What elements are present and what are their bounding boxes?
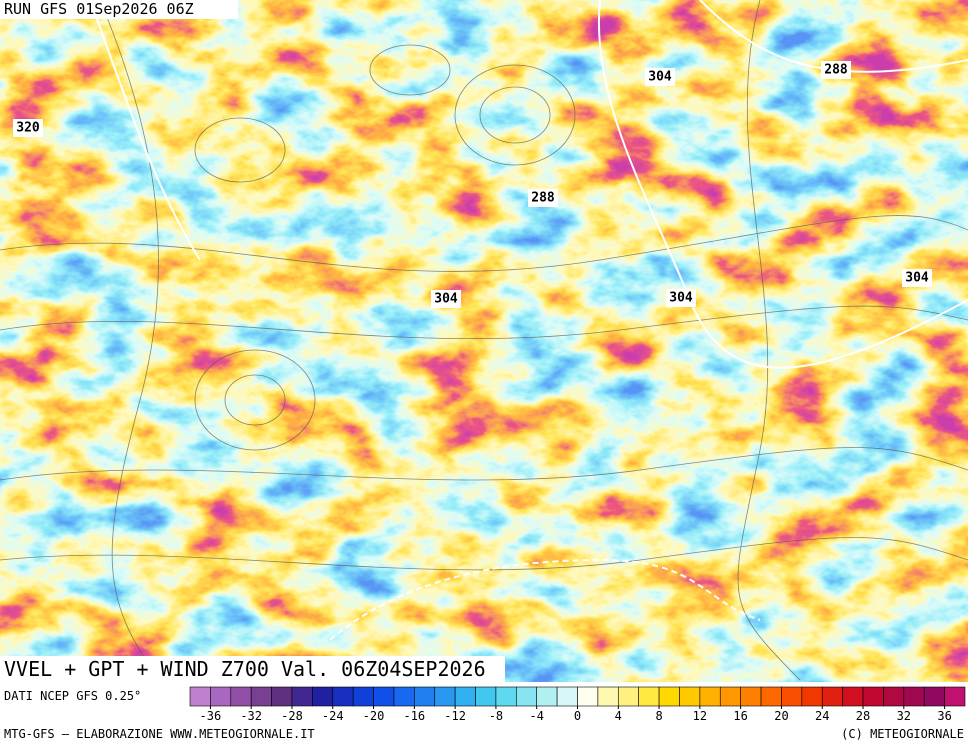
colorbar-swatch [597, 686, 619, 707]
colorbar-swatch [373, 686, 395, 707]
colorbar-swatch [944, 686, 966, 707]
colorbar-tick-label: -12 [444, 709, 466, 723]
contour-label: 304 [648, 70, 672, 85]
colorbar-swatch [577, 686, 599, 707]
credit: MTG-GFS — ELABORAZIONE WWW.METEOGIORNALE… [4, 727, 315, 741]
colorbar-swatch [291, 686, 313, 707]
colorbar-tick-label: 12 [693, 709, 707, 723]
run-label: RUN GFS 01Sep2026 06Z [4, 0, 194, 18]
colorbar-swatch [536, 686, 558, 707]
colorbar-swatch [414, 686, 436, 707]
colorbar-swatch [556, 686, 578, 707]
map-title: VVEL + GPT + WIND Z700 Val. 06Z04SEP2026 [4, 657, 486, 681]
colorbar-tick-label: -4 [529, 709, 543, 723]
colorbar-tick-label: 0 [574, 709, 581, 723]
contour-label: 288 [824, 63, 848, 78]
colorbar: -36 -32 -28 -24 -20 -16 -12 -8 -4 0 4 8 12 16 20 24 28 32… [189, 686, 966, 723]
run-label-bg [0, 0, 238, 19]
colorbar-tick-label: -20 [363, 709, 385, 723]
contour-label-bg [431, 290, 461, 308]
colorbar-tick-label: 24 [815, 709, 829, 723]
colorbar-tick-label: 16 [733, 709, 747, 723]
colorbar-swatch [352, 686, 374, 707]
data-source: DATI NCEP GFS 0.25° [4, 689, 141, 703]
colorbar-swatch [332, 686, 354, 707]
colorbar-tick-label: -16 [403, 709, 425, 723]
colorbar-swatch [883, 686, 905, 707]
colorbar-swatch [679, 686, 701, 707]
title-bg [0, 656, 505, 682]
contour-label: 304 [669, 291, 693, 306]
colorbar-tick-label: -36 [200, 709, 222, 723]
contour-label-bg [645, 68, 675, 86]
colorbar-swatch [454, 686, 476, 707]
colorbar-tick-label: 8 [655, 709, 662, 723]
contour-label: 320 [16, 121, 40, 136]
colorbar-swatch [760, 686, 782, 707]
colorbar-tick-label: 32 [897, 709, 911, 723]
colorbar-swatch [434, 686, 456, 707]
wind-streamlines [0, 0, 968, 681]
colorbar-tick-label: -8 [489, 709, 503, 723]
colorbar-swatch [699, 686, 721, 707]
colorbar-swatch [393, 686, 415, 707]
colorbar-tick-label: 28 [856, 709, 870, 723]
contour-label: 304 [905, 271, 929, 286]
colorbar-tick-label: -28 [281, 709, 303, 723]
colorbar-swatch [821, 686, 843, 707]
colorbar-swatch [516, 686, 538, 707]
colorbar-swatch [638, 686, 660, 707]
colorbar-swatch [842, 686, 864, 707]
colorbar-swatch [312, 686, 334, 707]
contour-labels: 304 288 320 288 304 304 304 [13, 61, 932, 308]
colorbar-swatch [271, 686, 293, 707]
colorbar-swatch [250, 686, 272, 707]
contour-label-bg [13, 119, 43, 137]
colorbar-swatch [210, 686, 232, 707]
copyright: (C) METEOGIORNALE [841, 727, 964, 741]
colorbar-swatch [862, 686, 884, 707]
colorbar-swatch [658, 686, 680, 707]
colorbar-swatch [923, 686, 945, 707]
colorbar-swatch [801, 686, 823, 707]
contour-label: 304 [434, 292, 458, 307]
contour-label-bg [821, 61, 851, 79]
colorbar-swatch [189, 686, 211, 707]
colorbar-swatch [781, 686, 803, 707]
contour-label: 288 [531, 191, 555, 206]
colorbar-tick-label: -32 [240, 709, 262, 723]
contour-label-bg [666, 289, 696, 307]
colorbar-swatch [230, 686, 252, 707]
colorbar-swatch [740, 686, 762, 707]
colorbar-tick-label: 36 [937, 709, 951, 723]
colorbar-swatch [903, 686, 925, 707]
vertical-velocity-field [0, 0, 968, 682]
colorbar-swatch [495, 686, 517, 707]
colorbar-swatch [617, 686, 639, 707]
colorbar-swatch [719, 686, 741, 707]
contour-label-bg [902, 269, 932, 287]
colorbar-tick-label: 20 [774, 709, 788, 723]
colorbar-tick-label: 4 [615, 709, 622, 723]
colorbar-swatch [475, 686, 497, 707]
colorbar-tick-label: -24 [322, 709, 344, 723]
contour-label-bg [528, 189, 558, 207]
